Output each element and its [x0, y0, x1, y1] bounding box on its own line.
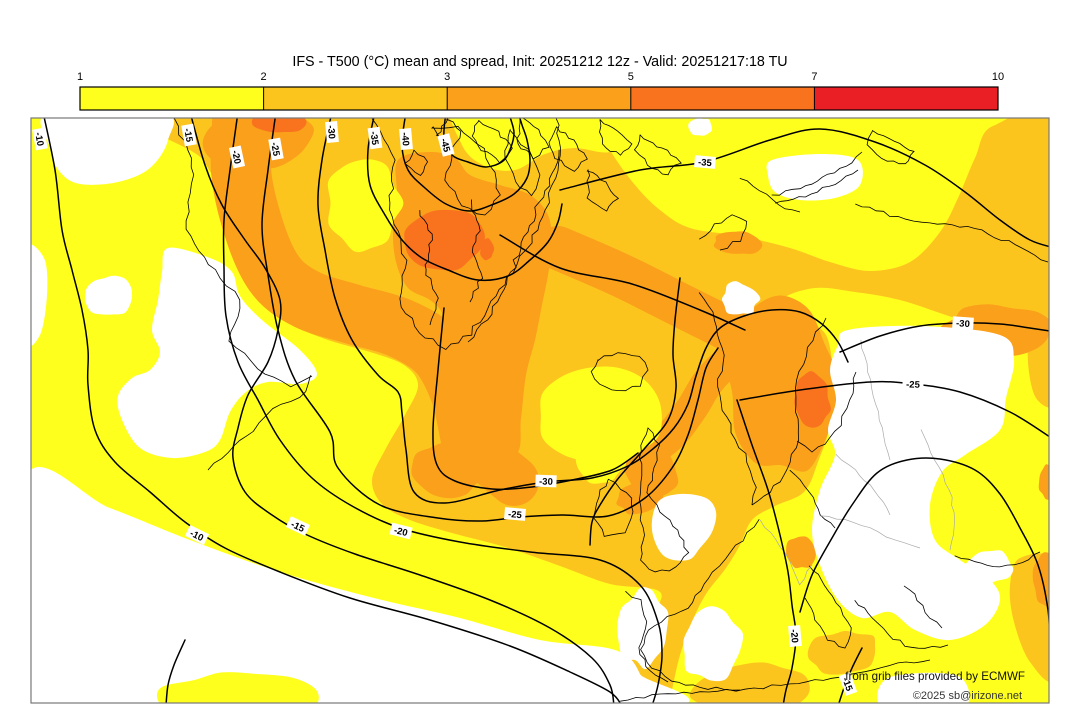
svg-text:-30: -30 — [539, 476, 553, 487]
svg-text:-20: -20 — [229, 149, 243, 165]
svg-text:-30: -30 — [325, 125, 337, 140]
svg-text:1: 1 — [77, 71, 83, 83]
svg-text:-35: -35 — [368, 131, 381, 147]
svg-text:-40: -40 — [399, 132, 411, 147]
svg-text:10: 10 — [992, 71, 1004, 83]
svg-text:-35: -35 — [698, 157, 713, 169]
svg-text:-25: -25 — [508, 509, 523, 521]
svg-text:-45: -45 — [438, 137, 452, 154]
svg-text:-20: -20 — [393, 525, 409, 539]
svg-text:5: 5 — [628, 71, 634, 83]
svg-text:IFS - T500 (°C) mean and sprea: IFS - T500 (°C) mean and spread, Init: 2… — [292, 54, 787, 70]
svg-text:-25: -25 — [268, 141, 281, 157]
svg-text:-30: -30 — [956, 318, 970, 330]
svg-text:2: 2 — [261, 71, 267, 83]
svg-text:-10: -10 — [188, 528, 205, 544]
svg-text:7: 7 — [811, 71, 817, 83]
svg-text:-20: -20 — [788, 629, 800, 644]
svg-text:from grib files provided by EC: from grib files provided by ECMWF — [845, 670, 1025, 683]
svg-text:-15: -15 — [839, 676, 854, 693]
svg-text:-10: -10 — [32, 131, 45, 146]
svg-text:-15: -15 — [181, 127, 194, 143]
svg-text:©2025 sb@irizone.net: ©2025 sb@irizone.net — [913, 690, 1022, 702]
svg-text:-25: -25 — [906, 379, 921, 390]
svg-text:3: 3 — [444, 71, 450, 83]
